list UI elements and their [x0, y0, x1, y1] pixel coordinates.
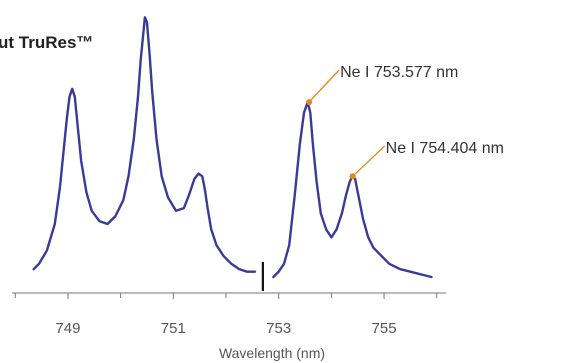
chart-title: ut TruRes™ [0, 33, 93, 52]
spectrum-line-segment-1 [32, 16, 257, 273]
annotation-label-2: Ne I 754.404 nm [386, 140, 504, 157]
x-axis-title: Wavelength (nm) [219, 345, 325, 361]
annotations: Ne I 753.577 nm Ne I 754.404 nm [306, 64, 504, 180]
annotation-leader-1 [308, 69, 340, 103]
annotation-leader-2 [352, 145, 386, 177]
peak-marker-1 [306, 99, 313, 106]
spectrum-line-segment-2 [272, 100, 433, 279]
x-axis: 749 751 753 755 [12, 292, 446, 337]
x-tick-label-751: 751 [161, 320, 186, 337]
plot-layer [32, 16, 433, 291]
peak-marker-2 [349, 173, 356, 180]
x-tick-label-749: 749 [55, 320, 80, 337]
x-tick-label-753: 753 [266, 320, 291, 337]
annotation-label-1: Ne I 753.577 nm [340, 64, 458, 81]
x-tick-label-755: 755 [372, 320, 397, 337]
